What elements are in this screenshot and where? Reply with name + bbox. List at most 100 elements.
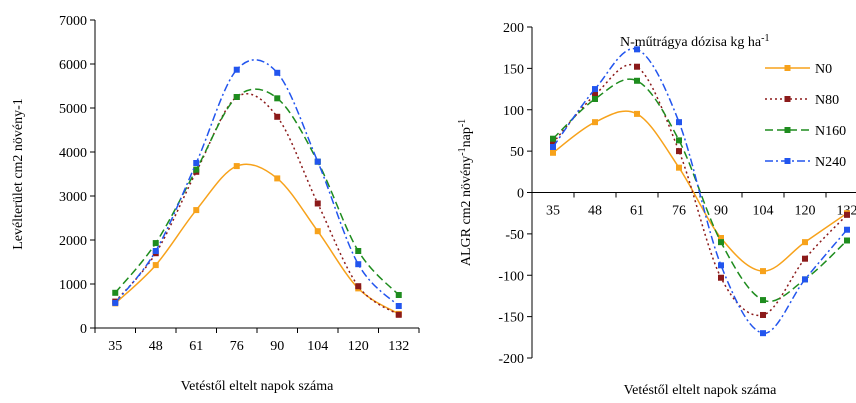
data-point [676,164,682,171]
data-point [550,139,556,146]
data-point [112,289,119,296]
legend-label: N160 [815,124,846,139]
data-point [152,262,159,269]
data-point [718,235,724,242]
data-point [274,175,281,182]
data-point [314,200,321,207]
x-tick-label: 104 [307,339,328,354]
legend-label: N80 [815,93,839,108]
data-point [395,303,402,309]
x-tick-label: 90 [714,204,728,219]
y-tick-label: 7000 [59,14,87,29]
data-point [314,228,321,235]
data-point [802,239,808,246]
legend-marker [784,65,791,71]
data-point [844,226,850,233]
series-line [114,59,400,307]
data-point [550,149,556,156]
x-tick-label: 61 [630,204,644,219]
data-point [233,163,240,170]
data-point [233,66,240,73]
data-point [592,95,598,102]
x-tick-label: 120 [795,204,816,219]
y-tick-label: 100 [503,104,524,119]
y-tick-label: 6000 [59,58,87,73]
series-line [114,92,400,316]
data-point [634,46,640,53]
data-point [634,110,640,117]
y-tick-label: 150 [503,62,524,77]
legend-label: N0 [815,62,832,77]
y-tick-label: -100 [498,269,524,284]
data-point [550,135,556,142]
data-point [802,255,808,262]
data-point [193,166,200,173]
legend-title-text: N-műtrágya dózisa kg ha [620,35,762,50]
x-axis-label: Vetéstől eltelt napok száma [624,383,778,398]
data-point [395,292,402,298]
x-tick-label: 76 [230,339,244,354]
data-point [274,69,281,76]
data-point [802,276,808,283]
data-point [676,148,682,155]
y-axis-label-part: ALGR cm2 növény [459,156,474,266]
series-line [552,110,848,272]
data-point [314,158,321,165]
y-tick-label: -50 [505,228,524,243]
data-point [760,268,766,275]
y-tick-label: 200 [503,21,524,36]
y-axis-label-part: -1 [457,147,468,155]
x-tick-label: 132 [388,339,409,354]
data-point [395,311,402,318]
data-point [592,91,598,98]
legend-title: N-műtrágya dózisa kg ha-1 [620,33,769,51]
y-axis-label-part: -1 [457,119,468,127]
data-point [274,113,281,120]
data-point [193,207,200,214]
data-point [634,63,640,70]
legend-title-sup: -1 [761,33,769,44]
data-point [592,119,598,126]
data-point [355,248,362,254]
x-tick-label: 61 [189,339,203,354]
data-point [355,261,362,268]
series-line [552,47,848,334]
series-line [114,163,400,315]
data-point [760,297,766,304]
y-tick-label: 50 [510,145,524,160]
x-tick-label: 48 [588,204,602,219]
y-tick-label: 3000 [59,190,87,205]
x-tick-label: 35 [546,204,560,219]
data-point [760,330,766,337]
data-point [676,119,682,126]
data-point [760,311,766,318]
y-tick-label: 1000 [59,278,87,293]
data-point [152,248,159,254]
x-axis-label: Vetéstől eltelt napok száma [181,379,335,394]
y-tick-label: 0 [517,187,524,202]
data-point [718,274,724,281]
legend-marker [784,127,791,133]
data-point [844,237,850,244]
y-tick-label: -150 [498,311,524,326]
y-tick-label: 0 [80,322,87,337]
x-tick-label: 90 [270,339,284,354]
legend-marker [784,96,791,102]
legend-marker [784,158,791,164]
y-tick-label: 4000 [59,146,87,161]
data-point [592,86,598,93]
data-point [718,262,724,269]
x-tick-label: 48 [149,339,163,354]
y-tick-label: 5000 [59,102,87,117]
x-tick-label: 76 [672,204,686,219]
data-point [112,299,119,306]
x-tick-label: 35 [108,339,122,354]
x-tick-label: 104 [753,204,774,219]
x-tick-label: 120 [348,339,369,354]
series-line [552,64,848,317]
data-point [193,160,200,166]
data-point [634,77,640,84]
y-tick-label: -200 [498,352,524,367]
